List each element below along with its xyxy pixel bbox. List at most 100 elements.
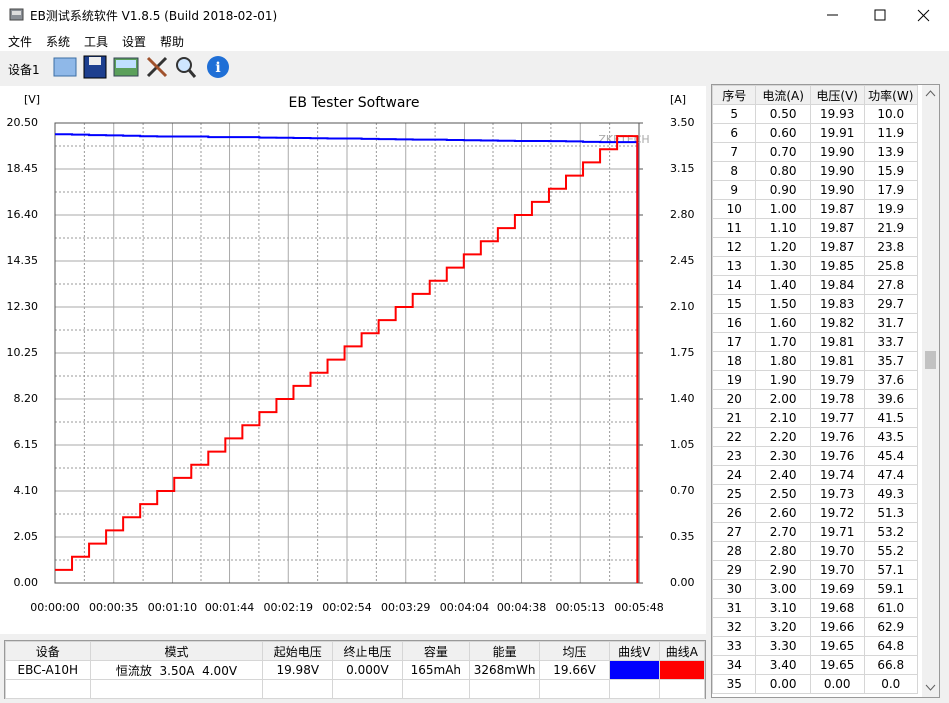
y-tick-label: 14.35 bbox=[7, 254, 39, 267]
column-header: 模式 bbox=[89, 641, 264, 661]
table-cell: 19.91 bbox=[809, 123, 865, 143]
y2-tick-label: 1.05 bbox=[670, 438, 695, 451]
summary-cell bbox=[262, 679, 334, 699]
table-cell: 45.4 bbox=[863, 446, 919, 466]
column-header: 终止电压 bbox=[332, 641, 403, 661]
column-header: 电压(V) bbox=[809, 85, 865, 105]
y2-tick-label: 0.35 bbox=[670, 530, 695, 543]
summary-cell bbox=[5, 679, 91, 699]
y2-axis-label: [A] bbox=[670, 93, 686, 106]
table-cell: 29 bbox=[712, 560, 757, 580]
menu-item[interactable]: 帮助 bbox=[160, 35, 185, 49]
table-cell: 7 bbox=[712, 142, 757, 162]
table-cell: 5 bbox=[712, 104, 757, 124]
menu-item[interactable]: 文件 bbox=[8, 35, 33, 49]
x-tick-label: 00:05:48 bbox=[614, 601, 663, 614]
table-row: 26 2.60 19.72 51.3 bbox=[712, 503, 919, 523]
window-controls[interactable] bbox=[809, 0, 949, 30]
table-row: 5 0.50 19.93 10.0 bbox=[712, 104, 919, 124]
open-icon[interactable] bbox=[53, 57, 77, 77]
table-cell: 41.5 bbox=[863, 408, 919, 428]
table-cell: 55.2 bbox=[863, 541, 919, 561]
table-cell: 6 bbox=[712, 123, 757, 143]
table-cell: 19.81 bbox=[809, 351, 865, 371]
table-cell: 19.72 bbox=[809, 503, 865, 523]
curve-color-cell[interactable] bbox=[608, 660, 660, 680]
table-row: 28 2.80 19.70 55.2 bbox=[712, 541, 919, 561]
table-cell: 1.30 bbox=[755, 256, 811, 276]
summary-cell bbox=[468, 679, 541, 699]
table-cell: 2.50 bbox=[755, 484, 811, 504]
y2-tick-label: 2.45 bbox=[670, 254, 695, 267]
table-row: 24 2.40 19.74 47.4 bbox=[712, 465, 919, 485]
search-icon[interactable] bbox=[176, 57, 192, 73]
table-cell: 29.7 bbox=[863, 294, 919, 314]
menu-item[interactable]: 设置 bbox=[122, 35, 147, 49]
table-row: 27 2.70 19.71 53.2 bbox=[712, 522, 919, 542]
menu-bar: 文件 系统 工具 设置 帮助 bbox=[0, 30, 949, 51]
table-cell: 19.66 bbox=[809, 617, 865, 637]
y2-tick-label: 3.50 bbox=[670, 116, 695, 129]
table-cell: 10 bbox=[712, 199, 757, 219]
table-row: 18 1.80 19.81 35.7 bbox=[712, 351, 919, 371]
menu-item[interactable]: 系统 bbox=[46, 35, 71, 49]
scrollbar[interactable] bbox=[922, 85, 939, 697]
summary-cell: EBC-A10H bbox=[5, 660, 91, 680]
x-tick-label: 00:00:00 bbox=[30, 601, 79, 614]
table-row: 7 0.70 19.90 13.9 bbox=[712, 142, 919, 162]
table-cell: 19.76 bbox=[809, 427, 865, 447]
table-cell: 0.80 bbox=[755, 161, 811, 181]
summary-panel: 设备 模式 起始电压 终止电压 容量 能量 均压 曲线V 曲线A EBC-A10H 恒流放 3.50… bbox=[4, 640, 706, 699]
table-cell: 62.9 bbox=[863, 617, 919, 637]
table-cell: 49.3 bbox=[863, 484, 919, 504]
x-tick-label: 00:02:19 bbox=[264, 601, 313, 614]
table-cell: 25 bbox=[712, 484, 757, 504]
table-row: 20 2.00 19.78 39.6 bbox=[712, 389, 919, 409]
y-tick-label: 4.10 bbox=[14, 484, 39, 497]
table-cell: 25.8 bbox=[863, 256, 919, 276]
y2-tick-label: 3.15 bbox=[670, 162, 695, 175]
x-tick-label: 00:03:29 bbox=[381, 601, 430, 614]
table-cell: 19.90 bbox=[809, 142, 865, 162]
x-tick-label: 00:05:13 bbox=[556, 601, 605, 614]
column-header: 曲线V bbox=[608, 641, 660, 661]
plot-frame bbox=[54, 122, 640, 584]
table-row: 17 1.70 19.81 33.7 bbox=[712, 332, 919, 352]
menu-item[interactable]: 工具 bbox=[84, 35, 109, 49]
table-cell: 19.87 bbox=[809, 199, 865, 219]
info-icon[interactable] bbox=[207, 56, 229, 78]
table-row: 6 0.60 19.91 11.9 bbox=[712, 123, 919, 143]
table-row: 31 3.10 19.68 61.0 bbox=[712, 598, 919, 618]
table-cell: 2.20 bbox=[755, 427, 811, 447]
y-tick-label: 12.30 bbox=[7, 300, 39, 313]
watermark: ZKETECH bbox=[598, 133, 649, 146]
table-cell: 19.9 bbox=[863, 199, 919, 219]
table-cell: 2.40 bbox=[755, 465, 811, 485]
table-cell: 2.80 bbox=[755, 541, 811, 561]
table-row: 10 1.00 19.87 19.9 bbox=[712, 199, 919, 219]
device-tab[interactable]: 设备1 bbox=[8, 63, 40, 77]
table-row: 22 2.20 19.76 43.5 bbox=[712, 427, 919, 447]
table-row: 15 1.50 19.83 29.7 bbox=[712, 294, 919, 314]
table-cell: 13 bbox=[712, 256, 757, 276]
table-cell: 19.85 bbox=[809, 256, 865, 276]
y2-tick-label: 1.75 bbox=[670, 346, 695, 359]
table-row: 32 3.20 19.66 62.9 bbox=[712, 617, 919, 637]
summary-cell bbox=[539, 679, 610, 699]
table-cell: 19.78 bbox=[809, 389, 865, 409]
table-cell: 35.7 bbox=[863, 351, 919, 371]
table-cell: 3.40 bbox=[755, 655, 811, 675]
table-cell: 37.6 bbox=[863, 370, 919, 390]
table-cell: 0.60 bbox=[755, 123, 811, 143]
y-tick-label: 18.45 bbox=[7, 162, 39, 175]
table-cell: 26 bbox=[712, 503, 757, 523]
table-cell: 3.30 bbox=[755, 636, 811, 656]
table-cell: 19.69 bbox=[809, 579, 865, 599]
x-tick-label: 00:04:38 bbox=[497, 601, 546, 614]
curve-color-cell[interactable] bbox=[658, 660, 706, 680]
table-cell: 1.20 bbox=[755, 237, 811, 257]
table-cell: 39.6 bbox=[863, 389, 919, 409]
toolbar: 设备1 i bbox=[0, 52, 949, 84]
table-row: 33 3.30 19.65 64.8 bbox=[712, 636, 919, 656]
table-row: 21 2.10 19.77 41.5 bbox=[712, 408, 919, 428]
